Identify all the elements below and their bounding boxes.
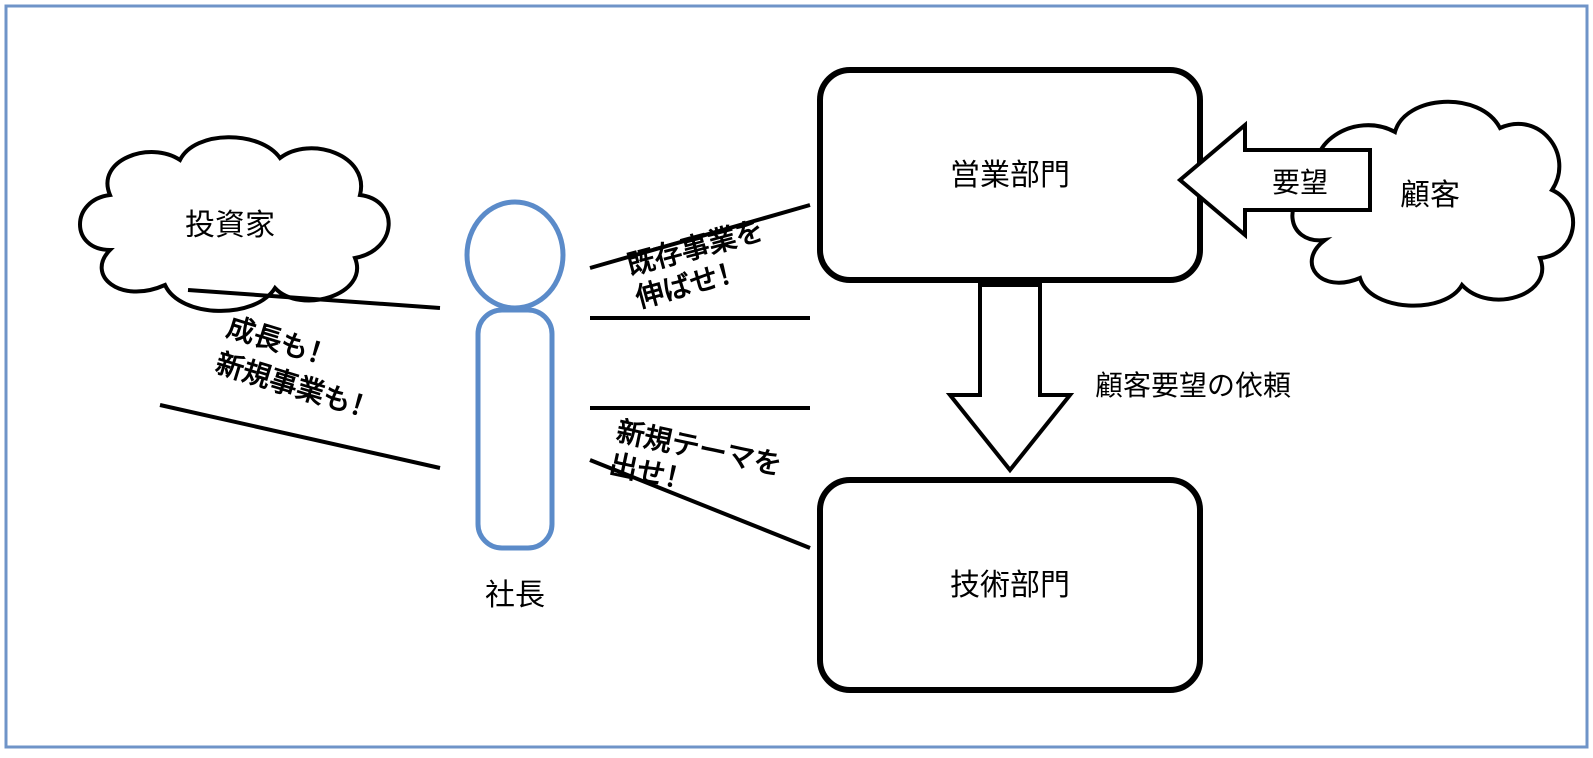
down-arrow-label: 顧客要望の依頼 [1095, 370, 1291, 401]
diagram-frame: 投資家 成長も！ 新規事業も！ 社長 既存事業を 伸ばせ！ 新規テーマを 出せ！ [0, 0, 1593, 758]
investor-shout: 成長も！ 新規事業も！ [160, 290, 440, 468]
tech-label: 技術部門 [950, 569, 1070, 602]
ceo-figure: 社長 [467, 202, 563, 612]
ceo-shout-sales: 既存事業を 伸ばせ！ [590, 205, 810, 318]
block-arrow-down-icon [950, 285, 1070, 470]
ceo-shout-tech: 新規テーマを 出せ！ [590, 408, 810, 548]
sales-box: 営業部門 [820, 70, 1200, 280]
investor-cloud: 投資家 [80, 137, 389, 311]
person-head-icon [467, 202, 563, 308]
ceo-label: 社長 [485, 579, 545, 612]
tech-box: 技術部門 [820, 480, 1200, 690]
shout-bar [160, 405, 440, 468]
sales-label: 営業部門 [950, 159, 1070, 192]
request-arrow-label: 要望 [1272, 167, 1328, 198]
investor-label: 投資家 [185, 209, 275, 242]
diagram-svg: 投資家 成長も！ 新規事業も！ 社長 既存事業を 伸ばせ！ 新規テーマを 出せ！ [0, 0, 1593, 753]
customer-label: 顧客 [1400, 179, 1460, 212]
down-arrow: 顧客要望の依頼 [950, 285, 1291, 470]
person-body-icon [478, 310, 552, 548]
